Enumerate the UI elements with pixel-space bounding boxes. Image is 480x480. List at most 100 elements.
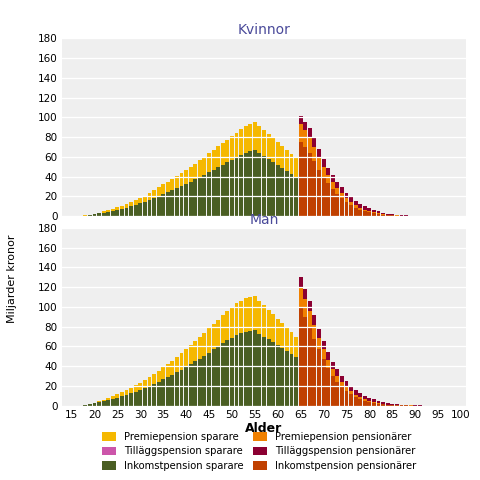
Bar [239, 129, 243, 155]
Bar [354, 395, 358, 397]
Bar [156, 371, 161, 382]
Bar [212, 349, 216, 406]
Bar [317, 337, 321, 349]
Bar [111, 399, 115, 406]
Bar [336, 376, 339, 382]
Bar [244, 153, 248, 216]
Bar [280, 323, 284, 348]
Bar [138, 383, 142, 390]
Bar [299, 142, 302, 216]
Bar [161, 367, 165, 380]
Bar [230, 136, 234, 160]
Bar [308, 311, 312, 327]
Bar [381, 404, 385, 406]
Bar [193, 341, 197, 361]
Bar [299, 398, 302, 406]
Bar [336, 405, 339, 406]
Bar [271, 138, 275, 162]
Bar [308, 153, 312, 216]
Bar [170, 179, 174, 190]
Bar [349, 197, 353, 202]
Bar [349, 205, 353, 216]
Bar [129, 393, 133, 406]
Bar [367, 402, 372, 406]
Bar [147, 386, 151, 406]
Bar [308, 210, 312, 212]
Bar [386, 403, 390, 405]
Bar [138, 198, 142, 203]
Bar [340, 198, 344, 216]
Bar [106, 398, 110, 400]
Bar [308, 327, 312, 406]
Bar [230, 160, 234, 216]
Bar [285, 351, 289, 406]
Bar [322, 177, 325, 216]
Bar [326, 368, 330, 406]
Bar [280, 348, 284, 406]
Bar [312, 147, 316, 161]
Bar [88, 215, 92, 216]
Bar [326, 183, 330, 216]
Bar [180, 353, 183, 370]
Bar [285, 170, 289, 216]
Bar [340, 387, 344, 406]
Bar [289, 354, 293, 406]
Bar [189, 346, 192, 364]
Bar [345, 381, 348, 387]
Bar [102, 401, 106, 406]
Bar [326, 214, 330, 215]
Bar [386, 214, 390, 215]
Bar [253, 330, 257, 406]
Bar [161, 194, 165, 216]
Bar [317, 212, 321, 213]
Bar [125, 208, 129, 216]
Bar [349, 386, 353, 391]
Bar [253, 296, 257, 330]
Bar [125, 204, 129, 208]
Bar [175, 357, 179, 372]
Bar [322, 214, 325, 216]
Bar [175, 176, 179, 188]
Bar [326, 168, 330, 175]
Bar [331, 376, 335, 406]
Text: Miljarder kronor: Miljarder kronor [7, 234, 17, 323]
Bar [257, 126, 262, 153]
Bar [354, 205, 358, 208]
Bar [326, 404, 330, 406]
Bar [276, 319, 280, 346]
Bar [280, 146, 284, 168]
Bar [161, 380, 165, 406]
Bar [308, 400, 312, 406]
Bar [184, 349, 188, 367]
Bar [299, 287, 302, 307]
Bar [358, 210, 362, 216]
Bar [266, 159, 271, 216]
Bar [349, 202, 353, 205]
Bar [276, 346, 280, 406]
Bar [340, 382, 344, 387]
Bar [166, 364, 170, 377]
Bar [175, 188, 179, 216]
Bar [299, 116, 302, 124]
Bar [326, 352, 330, 360]
Bar [207, 153, 211, 172]
Bar [390, 404, 394, 405]
Bar [345, 202, 348, 216]
Bar [363, 206, 367, 210]
Bar [184, 367, 188, 406]
Bar [340, 376, 344, 382]
Bar [312, 401, 316, 406]
Bar [134, 392, 138, 406]
Bar [358, 204, 362, 208]
Bar [303, 396, 307, 399]
Bar [326, 403, 330, 404]
Bar [372, 213, 376, 216]
Bar [317, 213, 321, 216]
Bar [377, 214, 381, 216]
Bar [152, 190, 156, 198]
Bar [303, 399, 307, 406]
Bar [212, 169, 216, 216]
Bar [156, 382, 161, 406]
Bar [312, 213, 316, 216]
Bar [322, 359, 325, 406]
